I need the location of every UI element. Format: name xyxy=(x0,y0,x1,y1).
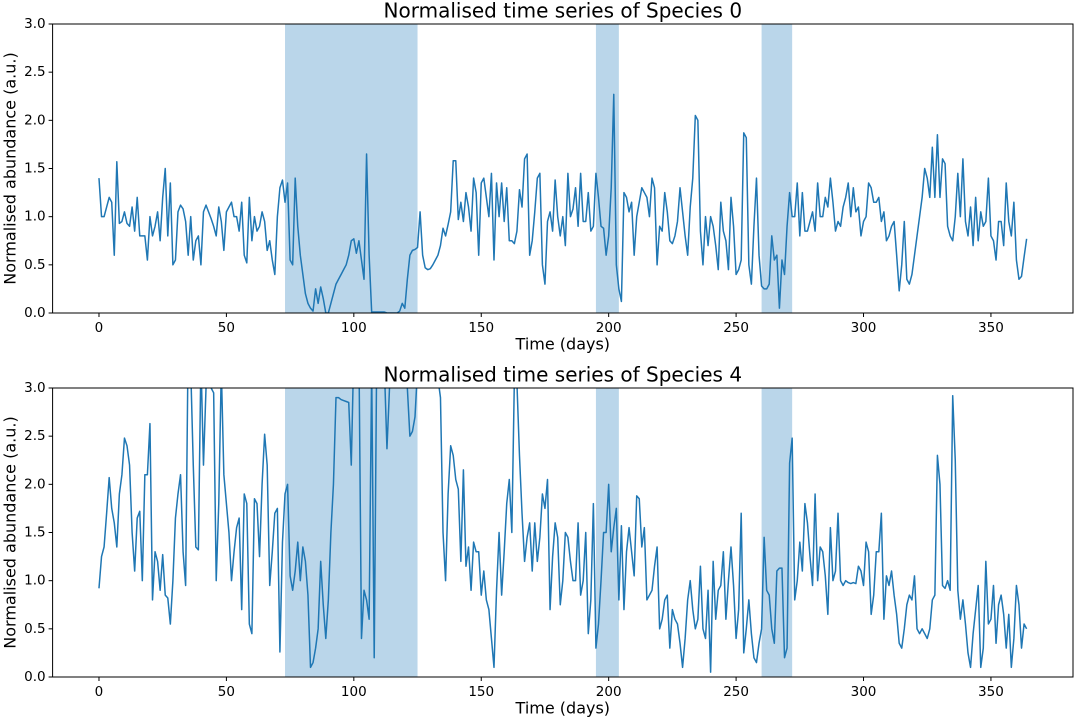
y-tick-label: 2.5 xyxy=(24,64,45,80)
y-tick-label: 2.0 xyxy=(24,112,45,128)
x-tick-label: 250 xyxy=(723,320,749,336)
x-tick-label: 100 xyxy=(341,684,367,700)
subplot: 0 50 100 150 200 250 300 350 0.0 0.5 1.0 1.5 2.0 2.5 3… xyxy=(1,363,1074,718)
x-tick-label: 100 xyxy=(341,320,367,336)
y-tick-label: 1.5 xyxy=(24,161,45,177)
y-tick-label: 1.0 xyxy=(24,209,45,225)
x-axis-label: Time (days) xyxy=(515,335,611,354)
data-line xyxy=(98,93,1028,313)
y-tick-label: 2.0 xyxy=(24,476,45,492)
y-tick-label: 0.0 xyxy=(24,305,45,321)
highlight-span xyxy=(595,388,619,677)
y-tick-label: 0.5 xyxy=(24,621,45,637)
y-tick-label: 2.5 xyxy=(24,428,45,444)
axes-frame xyxy=(52,23,1074,314)
x-tick-label: 150 xyxy=(468,320,494,336)
x-tick-label: 200 xyxy=(596,684,622,700)
data-line xyxy=(98,388,1028,673)
x-tick-label: 350 xyxy=(978,320,1004,336)
x-tick-label: 350 xyxy=(978,684,1004,700)
chart-title: Normalised time series of Species 4 xyxy=(384,363,743,387)
y-axis-label: Normalised abundance (a.u.) xyxy=(1,52,20,284)
y-tick-label: 0.5 xyxy=(24,257,45,273)
x-tick-label: 300 xyxy=(851,684,877,700)
y-axis-label: Normalised abundance (a.u.) xyxy=(1,416,20,648)
y-tick-label: 1.0 xyxy=(24,573,45,589)
x-tick-label: 50 xyxy=(218,684,235,700)
x-tick-label: 50 xyxy=(218,320,235,336)
x-tick-label: 0 xyxy=(95,684,104,700)
x-tick-label: 300 xyxy=(851,320,877,336)
x-tick-label: 200 xyxy=(596,320,622,336)
subplot: 0 50 100 150 200 250 300 350 0.0 0.5 1.0 1.5 2.0 2.5 3… xyxy=(1,0,1074,354)
x-tick-label: 0 xyxy=(95,320,104,336)
y-tick-label: 1.5 xyxy=(24,525,45,541)
highlight-span xyxy=(285,24,418,313)
chart-title: Normalised time series of Species 0 xyxy=(384,0,743,23)
y-tick-label: 3.0 xyxy=(24,16,45,32)
y-tick-label: 3.0 xyxy=(24,380,45,396)
x-axis-label: Time (days) xyxy=(515,699,611,718)
x-tick-label: 250 xyxy=(723,684,749,700)
y-tick-label: 0.0 xyxy=(24,669,45,685)
x-tick-label: 150 xyxy=(468,684,494,700)
